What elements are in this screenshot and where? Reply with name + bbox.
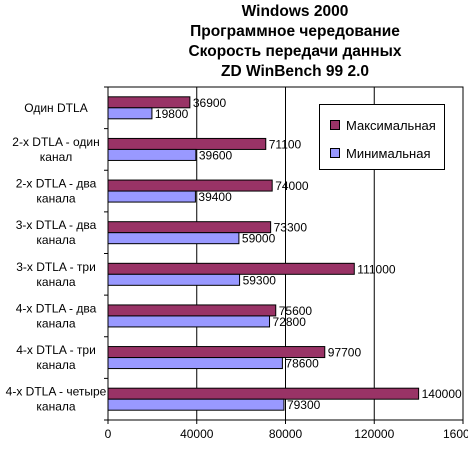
category-label: 2-х DTLA - один bbox=[12, 135, 99, 149]
chart-title: Windows 2000 Программное чередование Ско… bbox=[150, 2, 440, 82]
data-label: 72800 bbox=[273, 315, 307, 329]
title-line-1: Windows 2000 bbox=[241, 3, 349, 20]
data-label: 75600 bbox=[279, 304, 313, 318]
category-label: 3-х DTLA - три bbox=[16, 260, 96, 274]
category-label: канала bbox=[36, 316, 75, 330]
category-label: канала bbox=[36, 275, 75, 289]
bar-min bbox=[107, 398, 285, 411]
category-label: Один DTLA bbox=[24, 101, 87, 115]
data-label: 140000 bbox=[422, 387, 462, 401]
data-label: 39600 bbox=[199, 148, 233, 162]
data-label: 59300 bbox=[243, 273, 277, 287]
category-label: канал bbox=[40, 150, 73, 164]
bar-max bbox=[107, 304, 277, 317]
x-tick-label: 160000 bbox=[443, 427, 468, 441]
bar-min bbox=[107, 315, 271, 328]
data-label: 79300 bbox=[287, 398, 321, 412]
x-tick-label: 80000 bbox=[269, 427, 303, 441]
category-label: канала bbox=[36, 358, 75, 372]
bar-min bbox=[107, 273, 241, 286]
legend-label-max: Максимальная bbox=[346, 117, 436, 133]
data-label: 97700 bbox=[328, 346, 362, 360]
data-label: 78600 bbox=[285, 357, 319, 371]
bar-max bbox=[107, 137, 267, 150]
legend-item-max: Максимальная bbox=[330, 117, 436, 133]
data-label: 19800 bbox=[155, 107, 189, 121]
category-label: канала bbox=[36, 192, 75, 206]
legend-swatch-min bbox=[330, 148, 340, 158]
title-line-4: ZD WinBench 99 2.0 bbox=[220, 63, 369, 80]
data-label: 59000 bbox=[242, 232, 276, 246]
data-label: 111000 bbox=[357, 262, 396, 276]
x-tick-label: 0 bbox=[105, 427, 112, 441]
x-tick-label: 120000 bbox=[354, 427, 394, 441]
title-line-2: Программное чередование bbox=[190, 23, 400, 40]
bar-min bbox=[107, 107, 153, 120]
data-label: 39400 bbox=[198, 190, 232, 204]
data-label: 36900 bbox=[193, 96, 227, 110]
category-label: канала bbox=[36, 233, 75, 247]
bar-min bbox=[107, 148, 197, 161]
bar-max bbox=[107, 262, 355, 275]
legend-item-min: Минимальная bbox=[330, 145, 431, 161]
category-label: 3-х DTLA - два bbox=[16, 218, 97, 232]
legend-label-min: Минимальная bbox=[346, 145, 431, 161]
legend: Максимальная Минимальная bbox=[319, 104, 445, 170]
bar-min bbox=[107, 190, 196, 203]
legend-swatch-max bbox=[330, 120, 340, 130]
bar-max bbox=[107, 387, 420, 400]
data-label: 71100 bbox=[269, 137, 302, 151]
x-tick-label: 40000 bbox=[180, 427, 214, 441]
data-label: 74000 bbox=[275, 179, 309, 193]
title-line-3: Скорость передачи данных bbox=[188, 43, 402, 60]
bar-min bbox=[107, 232, 240, 245]
category-label: 4-х DTLA - три bbox=[16, 343, 96, 357]
category-label: 4-х DTLA - два bbox=[16, 301, 97, 315]
bar-min bbox=[107, 357, 283, 370]
category-label: канала bbox=[36, 400, 75, 414]
category-label: 2-х DTLA - два bbox=[16, 177, 97, 191]
data-label: 73300 bbox=[274, 221, 308, 235]
bar-max bbox=[107, 179, 273, 192]
category-label: 4-х DTLA - четыре bbox=[6, 385, 107, 399]
